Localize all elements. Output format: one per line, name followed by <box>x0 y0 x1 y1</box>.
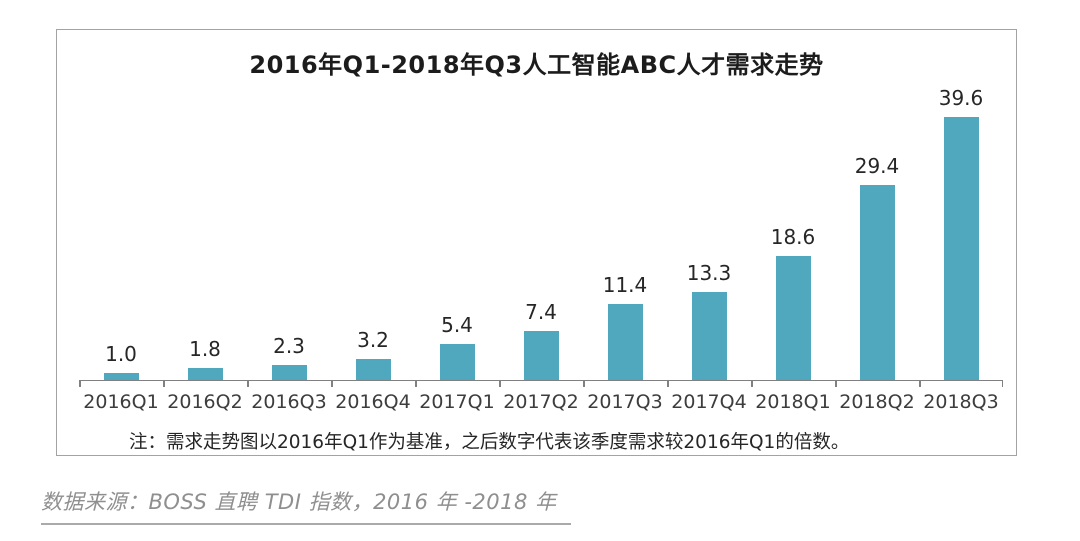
bar <box>607 304 643 380</box>
bar <box>355 359 391 380</box>
bar-value-label: 1.8 <box>189 337 221 361</box>
x-axis-label: 2016Q4 <box>335 391 411 413</box>
x-axis-label: 2018Q3 <box>923 391 999 413</box>
x-axis-label: 2017Q3 <box>587 391 663 413</box>
bar-value-label: 2.3 <box>273 334 305 358</box>
x-axis-tick <box>247 381 249 387</box>
bar-value-label: 11.4 <box>602 273 648 297</box>
x-axis-label: 2018Q1 <box>755 391 831 413</box>
bar-value-label: 29.4 <box>854 154 900 178</box>
bar-value-label: 7.4 <box>525 300 557 324</box>
x-axis-tick <box>835 381 837 387</box>
bar-value-label: 1.0 <box>105 342 137 366</box>
data-source-caption: 数据来源：BOSS 直聘 TDI 指数，2016 年 -2018 年 <box>41 486 571 525</box>
x-axis-tick <box>499 381 501 387</box>
x-axis-tick <box>79 381 81 387</box>
x-axis-tick <box>415 381 417 387</box>
x-axis-tick <box>583 381 585 387</box>
x-axis-label: 2017Q2 <box>503 391 579 413</box>
bar <box>103 373 139 380</box>
chart-note: 注：需求走势图以2016年Q1作为基准，之后数字代表该季度需求较2016年Q1的… <box>129 432 850 453</box>
x-axis-tick <box>751 381 753 387</box>
bar <box>775 256 811 380</box>
chart-title: 2016年Q1-2018年Q3人工智能ABC人才需求走势 <box>249 51 824 79</box>
bar <box>943 117 979 380</box>
x-axis-label: 2018Q2 <box>839 391 915 413</box>
x-axis-tick <box>1001 381 1003 387</box>
x-axis-tick <box>331 381 333 387</box>
bar-value-label: 13.3 <box>686 261 732 285</box>
bar <box>439 344 475 380</box>
x-axis-label: 2016Q3 <box>251 391 327 413</box>
x-axis-line <box>79 379 1003 381</box>
bar <box>859 185 895 380</box>
x-axis-label: 2017Q4 <box>671 391 747 413</box>
x-axis-tick <box>163 381 165 387</box>
x-axis-tick <box>919 381 921 387</box>
x-axis-label: 2017Q1 <box>419 391 495 413</box>
bar <box>523 331 559 380</box>
x-axis-label: 2016Q1 <box>83 391 159 413</box>
x-axis-tick <box>667 381 669 387</box>
bar <box>187 368 223 380</box>
x-axis-label: 2016Q2 <box>167 391 243 413</box>
bar-value-label: 5.4 <box>441 313 473 337</box>
plot-area: 1.0 2016Q1 1.8 2016Q2 2.3 2016Q3 3.2 2016Q4 5.4 2… <box>79 30 1003 413</box>
chart-frame: 2016年Q1-2018年Q3人工智能ABC人才需求走势 1.0 2016Q1 1.… <box>56 29 1017 456</box>
bar <box>691 292 727 380</box>
bar <box>271 365 307 380</box>
bar-value-label: 3.2 <box>357 328 389 352</box>
bar-value-label: 39.6 <box>938 86 984 110</box>
bar-value-label: 18.6 <box>770 225 816 249</box>
